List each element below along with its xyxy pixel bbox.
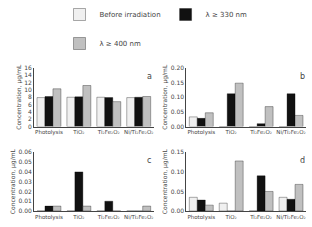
svg-text:0.05: 0.05 [18, 158, 32, 165]
svg-text:Before irradiation: Before irradiation [100, 11, 161, 19]
svg-text:8: 8 [28, 93, 32, 100]
svg-text:16: 16 [24, 64, 32, 71]
svg-text:Ni/Ti₂Fe₂O₂: Ni/Ti₂Fe₂O₂ [276, 214, 305, 220]
svg-text:0.02: 0.02 [18, 188, 32, 195]
svg-text:0.01: 0.01 [18, 197, 32, 204]
svg-text:0.05: 0.05 [171, 188, 185, 195]
svg-text:Ni/Ti₂Fe₂O₂: Ni/Ti₂Fe₂O₂ [124, 129, 153, 135]
svg-text:Photolysis: Photolysis [187, 214, 215, 221]
svg-text:Ni/Ti₂Fe₂O₂: Ni/Ti₂Fe₂O₂ [124, 214, 153, 220]
svg-text:λ ≥ 400 nm: λ ≥ 400 nm [100, 40, 141, 48]
svg-text:TiO₂: TiO₂ [72, 214, 84, 220]
svg-text:0.15: 0.15 [171, 148, 185, 155]
svg-text:12: 12 [24, 79, 32, 86]
svg-text:b: b [300, 72, 305, 81]
svg-text:0.20: 0.20 [171, 64, 185, 71]
svg-text:TiO₂: TiO₂ [225, 129, 237, 135]
svg-text:0.03: 0.03 [18, 178, 32, 185]
svg-text:λ ≥ 330 nm: λ ≥ 330 nm [206, 11, 247, 19]
svg-text:10: 10 [24, 86, 32, 93]
svg-text:c: c [147, 156, 151, 165]
svg-text:0.00: 0.00 [171, 123, 185, 130]
svg-text:Photolysis: Photolysis [35, 129, 63, 136]
svg-text:0.00: 0.00 [18, 207, 32, 214]
svg-text:14: 14 [24, 71, 32, 78]
svg-text:TiO₂: TiO₂ [225, 214, 237, 220]
svg-text:Ti₂Fe₂O₂: Ti₂Fe₂O₂ [249, 214, 272, 220]
svg-text:Ni/Ti₂Fe₂O₂: Ni/Ti₂Fe₂O₂ [276, 129, 305, 135]
svg-text:Ti₂Fe₂O₂: Ti₂Fe₂O₂ [97, 129, 120, 135]
svg-text:Concentration, μg/mL: Concentration, μg/mL [161, 64, 169, 130]
svg-text:Photolysis: Photolysis [187, 129, 215, 136]
svg-text:0.10: 0.10 [171, 168, 185, 175]
svg-text:4: 4 [28, 108, 32, 115]
svg-text:0.04: 0.04 [18, 168, 32, 175]
svg-text:a: a [147, 72, 152, 81]
svg-text:Photolysis: Photolysis [35, 214, 63, 221]
svg-text:0.00: 0.00 [171, 207, 185, 214]
svg-text:Concentration, μg/mL: Concentration, μg/mL [161, 148, 169, 214]
svg-text:0.06: 0.06 [18, 148, 32, 155]
svg-text:0: 0 [28, 123, 32, 130]
svg-text:Ti₂Fe₂O₂: Ti₂Fe₂O₂ [249, 129, 272, 135]
svg-text:Concentration, μg/mL: Concentration, μg/mL [9, 148, 17, 214]
svg-text:0.15: 0.15 [171, 79, 185, 86]
svg-text:0.05: 0.05 [171, 108, 185, 115]
svg-text:Ti₂Fe₂O₂: Ti₂Fe₂O₂ [97, 214, 120, 220]
svg-text:2: 2 [28, 115, 32, 122]
svg-text:6: 6 [28, 101, 32, 108]
svg-text:d: d [300, 156, 305, 165]
svg-text:Concentration, μg/mL: Concentration, μg/mL [15, 64, 23, 130]
svg-text:TiO₂: TiO₂ [72, 129, 84, 135]
svg-text:0.10: 0.10 [171, 93, 185, 100]
